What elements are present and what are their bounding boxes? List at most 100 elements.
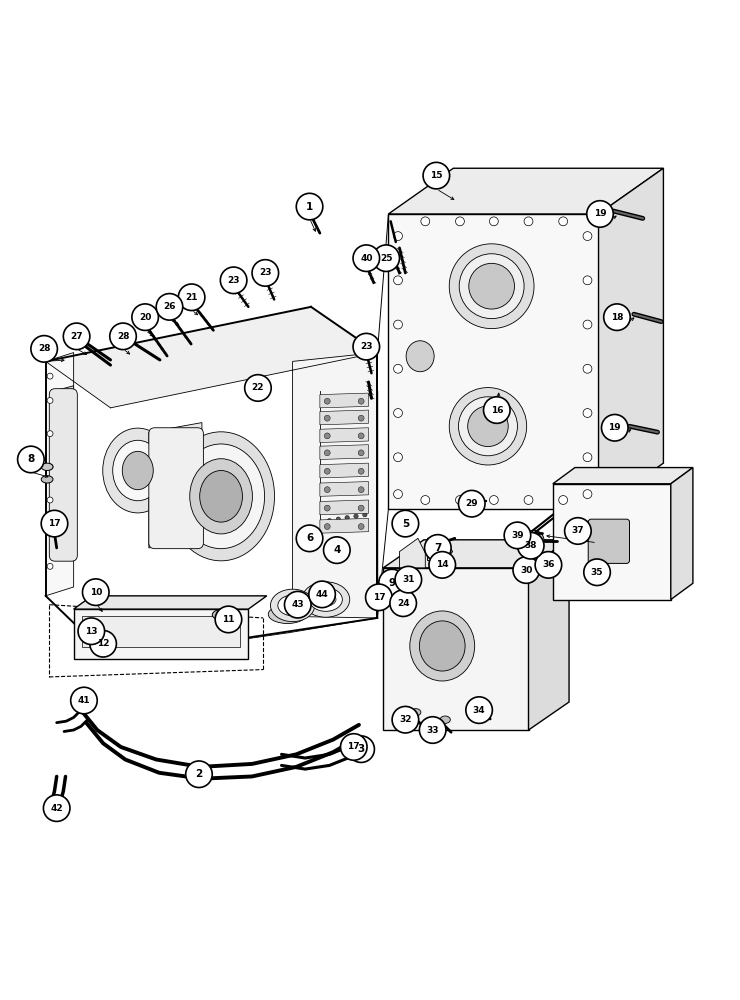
Circle shape [483,397,510,423]
Polygon shape [428,537,453,563]
Ellipse shape [327,543,342,553]
Circle shape [466,697,492,723]
Circle shape [324,487,330,493]
Circle shape [358,468,364,474]
Circle shape [423,162,450,189]
Circle shape [358,505,364,511]
Circle shape [429,552,456,578]
Circle shape [47,497,53,503]
Circle shape [47,563,53,569]
Circle shape [559,217,568,226]
Ellipse shape [406,341,434,372]
Polygon shape [670,468,693,600]
Ellipse shape [397,515,414,526]
Circle shape [583,490,592,499]
Circle shape [358,415,364,421]
Circle shape [324,468,330,474]
Circle shape [373,245,400,271]
Text: 27: 27 [70,332,83,341]
Text: 26: 26 [164,302,175,311]
Circle shape [392,510,419,537]
Circle shape [504,522,531,549]
Ellipse shape [410,611,474,681]
Circle shape [221,267,247,294]
Polygon shape [320,482,369,496]
Ellipse shape [269,605,306,623]
Circle shape [327,518,332,523]
Polygon shape [46,353,74,596]
Text: 23: 23 [227,276,240,285]
Text: 25: 25 [380,254,392,263]
Ellipse shape [49,806,61,813]
Polygon shape [388,168,664,214]
Polygon shape [599,168,664,509]
Circle shape [394,320,403,329]
Ellipse shape [465,497,479,506]
Ellipse shape [303,531,316,540]
Text: 35: 35 [591,568,603,577]
Ellipse shape [200,471,243,522]
Circle shape [296,525,323,552]
Ellipse shape [78,697,90,704]
FancyBboxPatch shape [588,519,630,563]
Text: 30: 30 [520,566,533,575]
Circle shape [78,618,104,644]
Text: 36: 36 [542,560,555,569]
Circle shape [514,526,528,541]
Polygon shape [553,468,693,484]
Ellipse shape [315,593,336,606]
Polygon shape [320,500,369,515]
Ellipse shape [459,397,517,456]
Circle shape [90,630,116,657]
Circle shape [353,333,380,360]
Text: 22: 22 [252,383,264,392]
Circle shape [363,513,367,517]
Circle shape [324,415,330,421]
Ellipse shape [449,388,527,465]
Text: 28: 28 [38,344,50,353]
Polygon shape [82,616,240,647]
Polygon shape [320,445,369,459]
Text: 38: 38 [525,541,537,550]
Circle shape [394,453,403,462]
Circle shape [353,245,380,271]
Polygon shape [383,540,569,568]
Circle shape [156,294,183,320]
Text: 17: 17 [372,593,385,602]
Polygon shape [320,410,369,425]
Ellipse shape [41,463,53,471]
Text: 32: 32 [399,715,411,724]
Ellipse shape [394,597,412,607]
Circle shape [489,217,498,226]
Circle shape [489,496,498,504]
Polygon shape [388,214,599,509]
Circle shape [215,606,242,633]
Circle shape [565,518,591,544]
Circle shape [584,559,610,586]
Circle shape [394,232,403,240]
Text: 6: 6 [306,533,313,543]
Circle shape [604,304,630,330]
Polygon shape [149,423,202,548]
Text: 11: 11 [222,615,235,624]
Text: 16: 16 [491,406,503,415]
Circle shape [323,537,350,563]
Text: 18: 18 [610,313,623,322]
Circle shape [394,276,403,285]
Circle shape [421,496,430,504]
Text: 33: 33 [426,726,439,735]
Circle shape [583,364,592,373]
Circle shape [366,584,392,611]
Circle shape [517,532,544,559]
Polygon shape [55,386,74,559]
Polygon shape [320,463,369,478]
Text: 10: 10 [90,588,102,597]
Circle shape [421,217,430,226]
Text: 34: 34 [473,706,485,715]
Text: 29: 29 [465,499,478,508]
Circle shape [587,201,613,227]
Circle shape [513,557,539,583]
Circle shape [64,323,90,350]
Circle shape [86,626,96,636]
Circle shape [583,276,592,285]
